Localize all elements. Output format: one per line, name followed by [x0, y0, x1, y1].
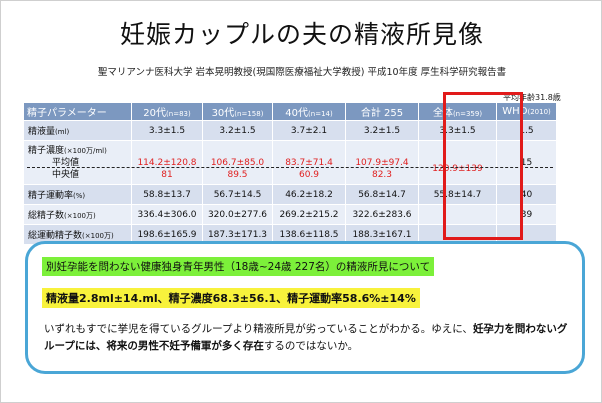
table-cell: [418, 204, 497, 225]
callout-stats: 精液量2.8ml±14.ml、精子濃度68.3±56.1、精子運動率58.6%±…: [42, 288, 420, 308]
table-cell: 120.9±139: [418, 140, 497, 185]
header-30s: 30代(n=158): [202, 102, 273, 121]
table-cell: 3.2±1.5: [202, 120, 273, 141]
table-cell: 56.8±14.7: [345, 184, 419, 205]
callout-heading: 別妊孕能を問わない健康独身青年男性（18歳~24歳 227名）の精液所見について: [42, 257, 435, 276]
table-row-volume: 精液量(ml) 3.3±1.5 3.2±1.5 3.7±2.1 3.2±1.5 …: [23, 120, 557, 141]
age-note: 平均年齢31.8歳: [503, 93, 561, 102]
table-cell: 40: [496, 184, 557, 205]
table-cell: 114.2±120.8 81: [131, 140, 203, 185]
callout-body-emphasis: 妊孕力を問わないグループには、将来の男性不妊予備軍が多く存在: [44, 323, 568, 352]
header-overall: 全体(n=359): [418, 102, 497, 121]
semen-parameter-table: 精子パラメーター 20代(n=83) 30代(n=158) 40代(n=14) …: [23, 102, 557, 245]
table-cell: 138.6±118.5: [272, 224, 346, 245]
table-cell: 269.2±215.2: [272, 204, 346, 225]
header-total: 合計 255: [345, 102, 419, 121]
table-row-total-count: 総精子数(×100万) 336.4±306.0 320.0±277.6 269.…: [23, 204, 557, 225]
header-parameter: 精子パラメーター: [23, 102, 132, 121]
table-cell: 56.7±14.5: [202, 184, 273, 205]
slide-subtitle: 聖マリアンナ医科大学 岩本晃明教授(現国際医療福祉大学教授) 平成10年度 厚生…: [1, 64, 602, 78]
table-row-concentration: 精子濃度(×100万/ml) 平均値 中央値 114.2±120.8 81 106…: [23, 140, 557, 185]
header-20s: 20代(n=83): [131, 102, 203, 121]
table-cell: 322.6±283.6: [345, 204, 419, 225]
table-cell: 46.2±18.2: [272, 184, 346, 205]
table-cell: 107.9±97.4 82.3: [345, 140, 419, 185]
table-cell: 106.7±85.0 89.5: [202, 140, 273, 185]
table-cell: 3.3±1.5: [131, 120, 203, 141]
header-40s: 40代(n=14): [272, 102, 346, 121]
table-cell: 3.3±1.5: [418, 120, 497, 141]
slide-title: 妊娠カップルの夫の精液所見像: [119, 20, 484, 49]
row-label-total-motile: 総運動精子数(×100万): [23, 224, 132, 245]
table-cell: 58.8±13.7: [131, 184, 203, 205]
table-cell: 320.0±277.6: [202, 204, 273, 225]
row-label-concentration: 精子濃度(×100万/ml) 平均値 中央値: [23, 140, 132, 185]
table-cell: 3.7±2.1: [272, 120, 346, 141]
table-cell: 15: [496, 140, 557, 185]
table-row-motility: 精子運動率(%) 58.8±13.7 56.7±14.5 46.2±18.2 5…: [23, 184, 557, 205]
dashed-divider-line: [27, 167, 553, 168]
table-cell: 188.3±167.1: [345, 224, 419, 245]
row-label-motility: 精子運動率(%): [23, 184, 132, 205]
table-cell: 39: [496, 204, 557, 225]
subtitle-text: 聖マリアンナ医科大学 岩本晃明教授(現国際医療福祉大学教授) 平成10年度 厚生…: [97, 67, 507, 78]
row-label-total-count: 総精子数(×100万): [23, 204, 132, 225]
sub-label-mean: 平均値: [52, 157, 80, 168]
table-header-row: 精子パラメーター 20代(n=83) 30代(n=158) 40代(n=14) …: [23, 102, 557, 121]
callout-body: いずれもすでに挙児を得ているグループより精液所見が劣っていることがわかる。ゆえに…: [44, 323, 568, 352]
table-cell: 55.8±14.7: [418, 184, 497, 205]
sub-label-median: 中央値: [52, 169, 80, 180]
header-who: WHO(2010): [496, 102, 557, 121]
row-label-volume: 精液量(ml): [23, 120, 132, 141]
table-cell: 83.7±71.4 60.9: [272, 140, 346, 185]
table-cell: 3.2±1.5: [345, 120, 419, 141]
callout-box: 別妊孕能を問わない健康独身青年男性（18歳~24歳 227名）の精液所見について…: [25, 241, 585, 374]
table-cell: 336.4±306.0: [131, 204, 203, 225]
table-cell: 1.5: [496, 120, 557, 141]
